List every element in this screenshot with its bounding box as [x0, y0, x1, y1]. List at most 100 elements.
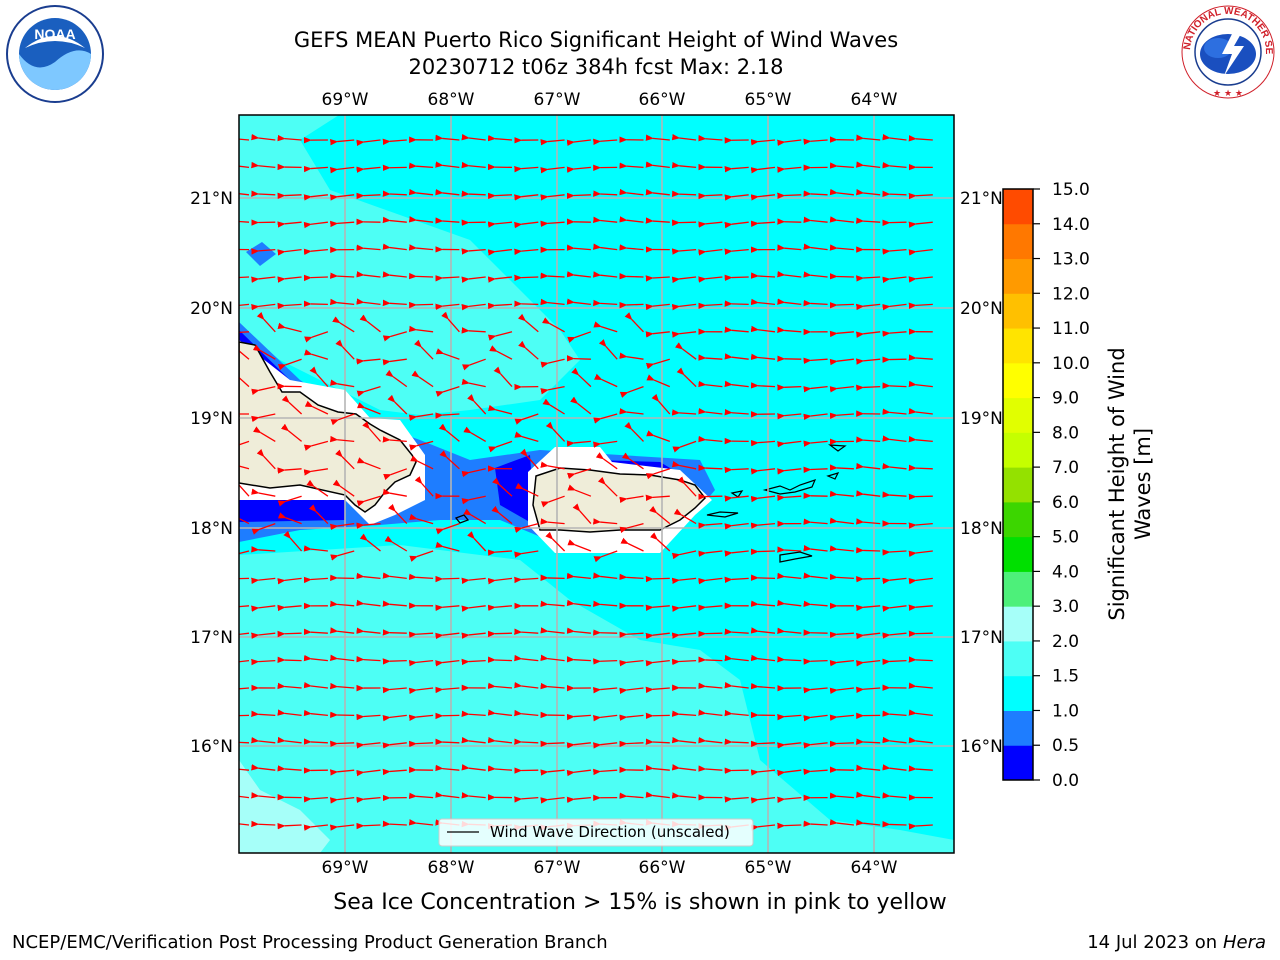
wind-arrow-icon — [408, 714, 434, 721]
colorbar-segment — [1003, 397, 1033, 433]
wind-arrow-icon — [329, 194, 355, 201]
wind-arrow-icon — [487, 736, 513, 744]
wind-arrow-icon — [671, 190, 697, 197]
wind-arrow-icon — [645, 791, 670, 799]
wind-arrow-icon — [382, 820, 407, 827]
wind-arrow-icon — [329, 298, 355, 306]
colorbar-tick-label: 2.0 — [1052, 632, 1079, 652]
svg-text:21°N: 21°N — [190, 189, 233, 209]
wind-arrow-icon — [303, 738, 328, 745]
wind-arrow-icon — [330, 769, 355, 776]
wind-arrow-icon — [487, 682, 513, 690]
wind-arrow-icon — [277, 322, 302, 333]
wind-arrow-icon — [698, 276, 723, 283]
wind-arrow-icon — [566, 139, 591, 147]
wind-arrow-icon — [540, 769, 565, 776]
svg-text:20°N: 20°N — [960, 299, 1003, 319]
wind-arrow-icon — [566, 656, 591, 663]
wind-arrow-icon — [514, 431, 539, 443]
wind-arrow-icon — [645, 275, 670, 282]
wind-arrow-icon — [384, 535, 408, 552]
wind-arrow-icon — [908, 737, 933, 744]
wind-arrow-icon — [882, 605, 907, 612]
wind-arrow-icon — [488, 440, 513, 453]
wind-arrow-icon — [645, 686, 670, 694]
wind-arrow-icon — [330, 379, 355, 388]
wind-arrow-icon — [698, 302, 723, 310]
wind-arrow-icon — [277, 656, 302, 664]
wind-arrow-icon — [239, 659, 250, 663]
wind-arrow-icon — [256, 311, 276, 333]
wind-arrow-icon — [620, 537, 644, 552]
wind-arrow-icon — [724, 300, 749, 307]
wind-arrow-icon — [908, 682, 933, 689]
wind-arrow-icon — [829, 819, 854, 826]
colorbar-tick-label: 3.0 — [1052, 597, 1079, 617]
wind-arrow-icon — [671, 792, 697, 799]
wind-arrow-icon — [304, 400, 329, 415]
wind-arrow-icon — [277, 682, 302, 690]
wind-arrow-icon — [671, 276, 697, 283]
wind-arrow-icon — [251, 248, 276, 255]
wind-arrow-icon — [777, 166, 802, 173]
wind-arrow-icon — [435, 522, 460, 535]
wind-arrow-icon — [750, 468, 776, 475]
wind-arrow-icon — [698, 604, 723, 611]
wind-arrow-icon — [724, 166, 749, 173]
wind-arrow-icon — [621, 452, 644, 470]
wind-arrow-icon — [829, 687, 854, 695]
wind-arrow-icon — [306, 479, 329, 497]
wind-arrow-icon — [239, 517, 250, 525]
wind-arrow-icon — [514, 738, 539, 745]
wind-arrow-icon — [330, 138, 355, 146]
wind-arrow-icon — [777, 656, 802, 663]
wind-arrow-icon — [277, 709, 302, 717]
wind-arrow-icon — [855, 462, 881, 470]
wind-arrow-icon — [908, 276, 933, 283]
colorbar-tick-label: 14.0 — [1052, 215, 1090, 235]
wind-arrow-icon — [908, 550, 933, 557]
wind-arrow-icon — [803, 243, 828, 251]
wind-arrow-icon — [750, 439, 776, 447]
wind-arrow-icon — [251, 190, 276, 197]
wind-arrow-icon — [619, 573, 644, 581]
wind-arrow-icon — [671, 161, 697, 169]
wind-arrow-icon — [461, 710, 486, 717]
colorbar-tick-label: 8.0 — [1052, 423, 1079, 443]
wind-arrow-icon — [356, 742, 381, 749]
wind-arrow-icon — [593, 413, 618, 424]
wind-arrow-icon — [239, 605, 250, 608]
wind-arrow-icon — [724, 274, 749, 281]
wind-arrow-icon — [356, 572, 381, 580]
wind-arrow-icon — [461, 161, 486, 169]
wind-arrow-icon — [592, 271, 618, 278]
wind-arrow-icon — [698, 435, 723, 443]
wind-arrow-icon — [882, 408, 907, 415]
wind-arrow-icon — [829, 244, 854, 251]
wind-arrow-icon — [908, 656, 933, 663]
wind-arrow-icon — [724, 628, 749, 635]
wind-arrow-icon — [882, 549, 907, 556]
wind-arrow-icon — [908, 604, 933, 611]
wind-arrow-icon — [382, 686, 407, 694]
wind-arrow-icon — [356, 627, 381, 634]
wind-arrow-icon — [698, 656, 723, 663]
svg-text:66°W: 66°W — [639, 90, 686, 110]
wind-arrow-icon — [593, 321, 618, 333]
wind-arrow-icon — [356, 298, 381, 306]
wind-arrow-icon — [239, 823, 250, 826]
wind-arrow-icon — [251, 276, 276, 283]
wind-arrow-icon — [334, 449, 355, 470]
wind-arrow-icon — [487, 331, 513, 341]
wind-arrow-icon — [671, 550, 697, 560]
wind-arrow-icon — [645, 217, 670, 224]
wind-arrow-icon — [461, 248, 486, 255]
wind-arrow-icon — [251, 658, 276, 666]
colorbar-tick-label: 13.0 — [1052, 250, 1090, 270]
wind-arrow-icon — [803, 413, 828, 421]
wind-arrow-icon — [803, 572, 828, 580]
wind-arrow-icon — [435, 161, 460, 169]
wind-arrow-icon — [239, 303, 250, 307]
wind-arrow-icon — [856, 134, 881, 141]
wind-arrow-icon — [645, 659, 670, 667]
